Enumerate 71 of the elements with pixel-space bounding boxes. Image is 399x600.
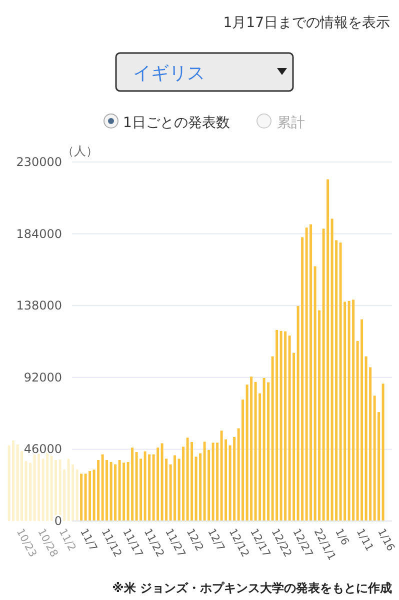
x-tick-label: 12/7 <box>205 526 227 554</box>
text: 1日ごとの発表数 <box>123 115 230 131</box>
bar <box>160 443 164 521</box>
bar <box>216 442 219 521</box>
y-tick-label: 138000 <box>16 298 62 313</box>
bar <box>33 452 36 521</box>
text: 累計 <box>277 115 305 131</box>
bar <box>233 437 236 521</box>
x-tick-label: 1/11 <box>354 526 376 554</box>
x-tick-label: 11/2 <box>56 526 78 554</box>
y-tick-label: 92000 <box>24 370 62 384</box>
bar <box>284 331 287 521</box>
bar <box>364 356 368 521</box>
bar <box>348 300 350 521</box>
bar <box>67 458 70 521</box>
bar <box>199 453 202 521</box>
bar <box>194 456 198 521</box>
bar <box>148 454 151 521</box>
bar <box>88 471 92 521</box>
bar <box>330 218 334 521</box>
bar <box>84 474 87 521</box>
x-tick-label: 11/7 <box>78 526 100 554</box>
bar <box>352 300 355 521</box>
bar <box>135 452 138 521</box>
chart-title: イギリス <box>133 63 205 84</box>
bar <box>203 442 206 521</box>
bar <box>212 442 214 521</box>
bar <box>267 382 270 521</box>
bar <box>301 237 304 521</box>
bar <box>122 462 126 521</box>
y-tick-label: 0 <box>54 514 62 528</box>
bar <box>144 451 146 521</box>
y-tick-label: 184000 <box>16 226 62 241</box>
bar <box>250 376 253 521</box>
bar <box>339 242 342 521</box>
bar <box>97 460 100 521</box>
bar <box>110 462 112 521</box>
bar <box>288 336 291 521</box>
bar <box>50 456 53 521</box>
bar <box>16 444 19 521</box>
bar <box>174 455 176 521</box>
bar <box>182 446 185 521</box>
y-axis-title: （人） <box>62 144 98 158</box>
bar <box>254 382 257 521</box>
text: 1月17日までの情報を表示 <box>223 15 390 31</box>
bar <box>131 448 134 521</box>
bar <box>101 454 104 521</box>
bar <box>242 400 244 521</box>
bar <box>382 384 384 521</box>
bar <box>118 460 121 521</box>
bar <box>24 461 28 521</box>
text: ※米 ジョンズ・ホプキンス大学の発表をもとに作成 <box>112 581 392 595</box>
x-tick-label: 1/6 <box>332 526 352 548</box>
bar <box>310 224 312 521</box>
bar <box>314 266 316 521</box>
bar <box>186 438 189 521</box>
bar <box>76 469 78 521</box>
y-tick-label: 230000 <box>16 155 62 169</box>
x-tick-label: 1/16 <box>375 526 397 554</box>
bar <box>80 474 83 521</box>
bar <box>262 378 266 521</box>
bar <box>373 396 376 521</box>
bar <box>220 430 223 521</box>
bar <box>114 464 117 521</box>
bar <box>156 448 160 521</box>
y-tick-label: 46000 <box>24 442 62 456</box>
bar <box>280 330 282 521</box>
bar <box>326 179 330 521</box>
bar <box>305 228 308 521</box>
bar <box>360 319 364 521</box>
bar <box>276 330 278 521</box>
